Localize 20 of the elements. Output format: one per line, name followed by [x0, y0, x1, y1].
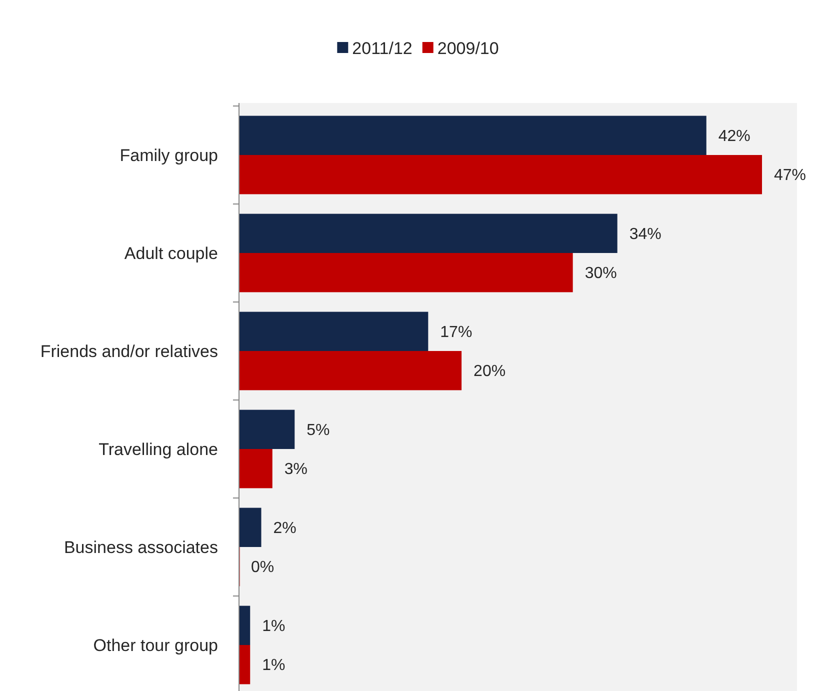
data-label: 34% — [629, 226, 662, 243]
data-label: 17% — [440, 324, 472, 341]
legend-label: 2009/10 — [437, 38, 499, 58]
y-tick-label: Travelling alone — [98, 440, 218, 459]
data-label: 42% — [718, 128, 750, 145]
y-tick-label: Other tour group — [93, 636, 218, 655]
data-label: 3% — [284, 461, 308, 478]
y-tick-label: Family group — [120, 146, 218, 165]
data-label: 30% — [584, 265, 617, 282]
y-tick-label: Friends and/or relatives — [40, 342, 218, 361]
data-label: 5% — [306, 422, 330, 439]
data-label: 0% — [251, 559, 274, 576]
legend-label: 2011/12 — [352, 38, 412, 58]
data-label: 1% — [262, 657, 286, 674]
y-tick-label: Business associates — [64, 538, 218, 557]
data-label: 20% — [474, 363, 506, 380]
data-label: 47% — [774, 167, 806, 184]
data-label: 1% — [262, 618, 286, 635]
data-label: 2% — [273, 520, 296, 537]
y-tick-label: Adult couple — [124, 244, 218, 263]
